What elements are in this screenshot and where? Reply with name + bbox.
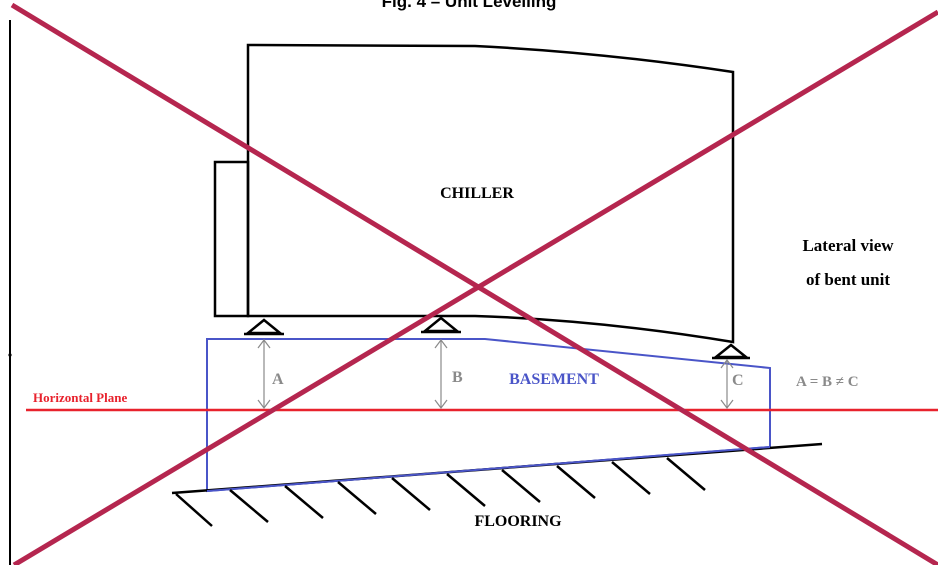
chiller-label: CHILLER [440, 185, 514, 202]
horizontal-plane-label: Horizontal Plane [33, 390, 127, 405]
dimension-b-label: B [452, 369, 463, 386]
figure-title: Fig. 4 – Unit Levelling [382, 0, 557, 11]
dimension-a-label: A [272, 371, 284, 388]
lateral-view-line1: Lateral view [802, 236, 894, 255]
lateral-view-line2: of bent unit [806, 270, 890, 289]
dimension-a [257, 339, 271, 409]
flooring-blue-top [206, 446, 771, 492]
cross-out-line-1 [10, 2, 938, 565]
equation-label: A = B ≠ C [796, 374, 859, 390]
support-foot-b [421, 316, 461, 333]
support-foot-a [244, 318, 284, 335]
dimension-b [434, 339, 448, 409]
stray-dot [8, 353, 12, 357]
flooring-label: FLOORING [474, 513, 562, 530]
basement-label: BASEMENT [509, 371, 599, 388]
dimension-c [720, 359, 734, 409]
support-foot-c [712, 343, 750, 359]
dimension-c-label: C [732, 372, 744, 389]
cross-out-line-2 [12, 9, 938, 565]
chiller-side-box [213, 160, 250, 318]
flooring-hatch [175, 457, 706, 527]
basement-outline [206, 338, 771, 493]
